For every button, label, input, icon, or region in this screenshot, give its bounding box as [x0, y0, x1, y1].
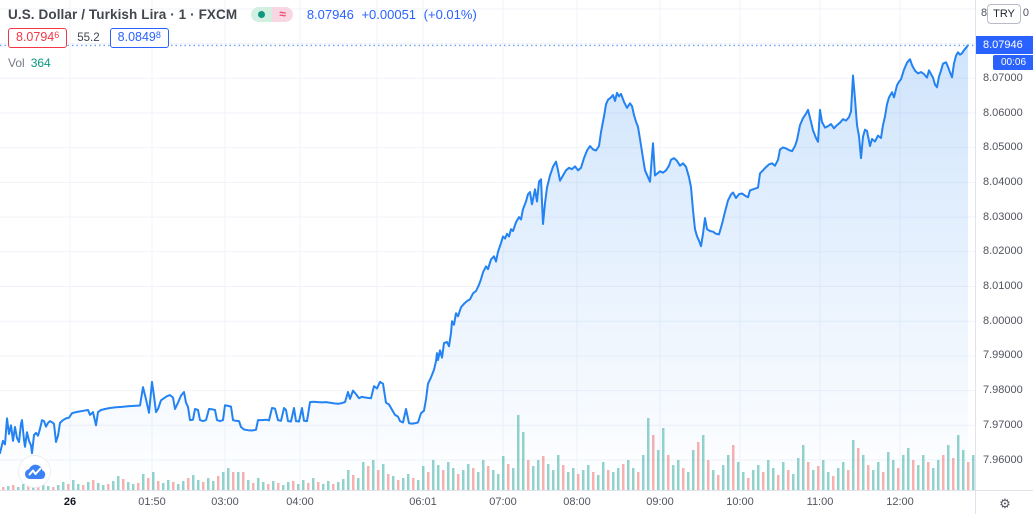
bid-button[interactable]: 8.07946	[8, 28, 68, 48]
price-axis-label: 8.01000	[983, 280, 1023, 292]
time-axis-label: 26	[63, 496, 77, 508]
data-mode-pills[interactable]: ≈	[251, 6, 293, 22]
last-price-text: 8.07946 +0.00051 (+0.01%)	[307, 7, 481, 22]
price-axis-label: 7.99000	[983, 349, 1023, 362]
price-axis-label: 7.98000	[983, 384, 1023, 397]
price-axis-label: 8.03000	[983, 210, 1023, 223]
time-axis-label: 09:00	[646, 496, 674, 508]
ask-price-fraction: 8	[155, 30, 161, 40]
price-axis-label: 7.96000	[983, 453, 1023, 466]
ask-button[interactable]: 8.08498	[109, 28, 169, 48]
price-axis-label: 8.05000	[983, 141, 1023, 154]
time-axis[interactable]: 26 01:50 03:00 04:00 06:01 07:00 08:00 09:00 10:…	[0, 490, 975, 514]
price-line	[0, 44, 969, 455]
cloud-logo-icon	[24, 464, 45, 479]
price-area-fill	[0, 45, 968, 490]
volume-value: 364	[30, 56, 51, 70]
chart-pane[interactable]	[0, 0, 975, 490]
price-axis-label: 7.97000	[983, 418, 1023, 431]
price-change-percent: (+0.01%)	[423, 6, 477, 22]
current-price-badge: 8.07946	[976, 36, 1033, 55]
volume-indicator-label[interactable]: Vol	[8, 56, 25, 70]
tradingview-logo[interactable]	[18, 455, 51, 488]
gear-icon[interactable]: ⚙	[999, 495, 1011, 511]
price-change: +0.00051	[361, 6, 417, 22]
market-status-icon[interactable]	[251, 6, 273, 22]
price-axis-label: 8.00000	[983, 314, 1023, 327]
time-axis-label: 08:00	[563, 496, 591, 508]
legend: U.S. Dollar / Turkish Lira · 1 · FXCM ≈ …	[8, 4, 481, 71]
top-label-left: 8	[981, 7, 988, 19]
time-axis-label: 11:00	[806, 496, 834, 508]
price-axis-top-label: 8 TRY 0	[976, 4, 1033, 24]
time-axis-label: 10:00	[726, 496, 754, 508]
price-axis[interactable]: 8 TRY 0 8.07946 00:06 8.07000 8.06000 8.05…	[975, 0, 1033, 490]
price-axis-label: 8.02000	[983, 245, 1023, 258]
ask-price: 8.0849	[117, 30, 156, 44]
time-axis-label: 06:01	[409, 496, 437, 508]
delayed-data-icon[interactable]: ≈	[272, 6, 293, 22]
symbol-title[interactable]: U.S. Dollar / Turkish Lira · 1 · FXCM	[8, 6, 238, 22]
top-label-right: 0	[1022, 7, 1029, 19]
time-axis-label: 03:00	[211, 496, 239, 508]
spread-value: 55.2	[77, 32, 100, 44]
time-axis-label: 12:00	[886, 496, 914, 508]
last-price: 8.07946	[306, 6, 354, 22]
time-axis-label: 07:00	[489, 496, 517, 508]
volume-bars	[2, 415, 975, 490]
currency-unit-button[interactable]: TRY	[987, 4, 1021, 24]
bid-price: 8.0794	[16, 30, 55, 44]
price-axis-label: 8.04000	[983, 175, 1023, 188]
price-axis-label: 8.07000	[983, 71, 1023, 84]
time-axis-label: 04:00	[286, 496, 314, 508]
price-axis-label: 8.06000	[983, 106, 1023, 119]
time-axis-label: 01:50	[138, 496, 166, 508]
bid-price-fraction: 6	[54, 30, 60, 40]
open-market-dot-icon	[258, 10, 266, 18]
bar-countdown-badge: 00:06	[993, 55, 1033, 71]
axis-corner: ⚙	[975, 490, 1033, 514]
